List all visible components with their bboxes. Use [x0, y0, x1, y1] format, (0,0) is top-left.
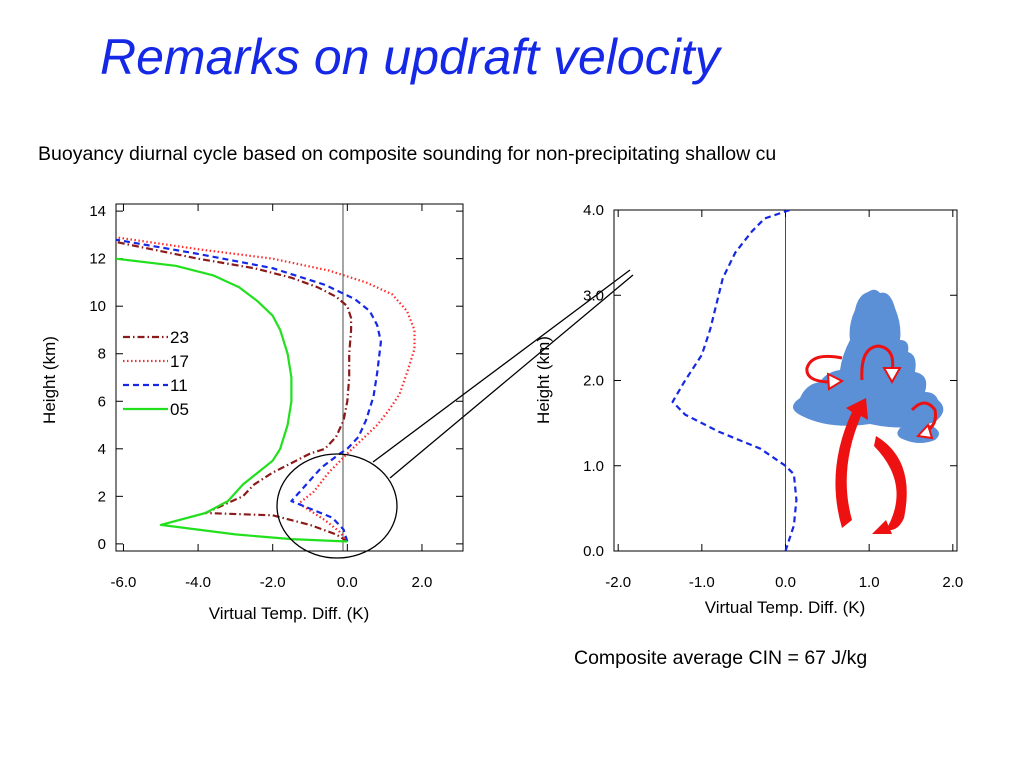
right-chart: -2.0 -1.0 0.0 1.0 2.0 0.0 1.0 2.0 3.0 4.0 Virtual…: [534, 202, 963, 617]
right-ytick-label: 3.0: [583, 287, 604, 304]
circulation-arrow-left: [805, 354, 843, 384]
left-ytick-label: 0: [98, 536, 106, 553]
left-legend: 23 17 11 05: [123, 328, 189, 419]
left-y-axis-label: Height (km): [40, 336, 59, 424]
left-legend-label-23: 23: [170, 328, 189, 347]
slide-subtitle: Buoyancy diurnal cycle based on composit…: [38, 143, 777, 165]
left-xtick-label: 2.0: [412, 574, 433, 591]
left-xtick-label: -4.0: [185, 574, 211, 591]
left-legend-label-11: 11: [170, 376, 188, 395]
downdraft-arrow-head: [872, 520, 892, 534]
circulation-arrow-right-head: [915, 423, 934, 440]
left-legend-label-05: 05: [170, 400, 189, 419]
left-chart: -6.0 -4.0 -2.0 0.0 2.0 0 2 4 6 8 10 12 14 23 17 11 05 V…: [40, 203, 464, 623]
right-xtick-label: -1.0: [689, 574, 715, 591]
left-x-axis-label: Virtual Temp. Diff. (K): [209, 604, 370, 623]
left-series-line-11: [116, 238, 382, 542]
right-series-line-0: [671, 210, 798, 551]
right-xtick-label: 2.0: [942, 574, 963, 591]
cloud-diagram: [792, 289, 944, 534]
circulation-arrow-left-head: [826, 372, 845, 391]
left-ytick-label: 12: [89, 251, 106, 268]
downdraft-arrow: [874, 436, 907, 531]
circulation-arrow-right: [910, 401, 937, 434]
zoom-line-lower: [389, 274, 634, 479]
left-ytick-label: 14: [89, 203, 106, 220]
left-ytick-label: 2: [98, 488, 106, 505]
cloud-shape: [792, 289, 944, 428]
zoom-circle: [276, 453, 398, 559]
left-ytick-label: 8: [98, 346, 106, 363]
left-series-line-05: [116, 257, 348, 543]
cin-annotation: Composite average CIN = 67 J/kg: [574, 647, 868, 669]
left-xtick-label: 0.0: [337, 574, 358, 591]
updraft-arrow: [835, 398, 868, 528]
left-ytick-label: 10: [89, 298, 106, 315]
zoom-line-upper: [372, 269, 631, 463]
left-plot-frame: [115, 203, 464, 552]
right-ytick-label: 0.0: [583, 543, 604, 560]
right-y-axis-label: Height (km): [534, 336, 553, 424]
left-xtick-label: -2.0: [260, 574, 286, 591]
circulation-arrow-top: [860, 344, 895, 381]
right-ytick-label: 1.0: [583, 458, 604, 475]
slide-title: Remarks on updraft velocity: [100, 29, 720, 85]
right-xtick-label: 0.0: [775, 574, 796, 591]
right-xtick-label: -2.0: [605, 574, 631, 591]
left-ytick-label: 6: [98, 393, 106, 410]
left-series-line-23: [116, 240, 353, 543]
right-x-axis-label: Virtual Temp. Diff. (K): [705, 598, 866, 617]
circulation-arrow-top-head: [882, 367, 902, 385]
right-ytick-label: 2.0: [583, 373, 604, 390]
left-ytick-label: 4: [98, 441, 106, 458]
left-legend-label-17: 17: [170, 352, 189, 371]
left-series-line-17: [116, 236, 416, 543]
right-xtick-label: 1.0: [859, 574, 880, 591]
left-xtick-label: -6.0: [111, 574, 137, 591]
right-ytick-label: 4.0: [583, 202, 604, 219]
zoom-callout: [276, 269, 634, 559]
